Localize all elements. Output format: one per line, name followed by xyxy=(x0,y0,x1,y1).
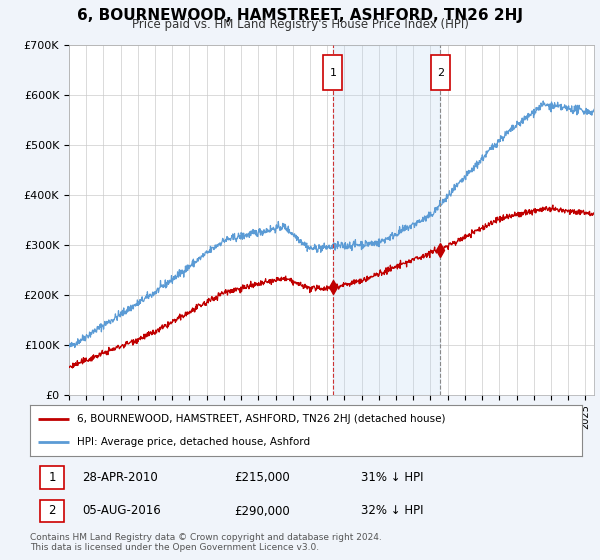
FancyBboxPatch shape xyxy=(40,466,64,488)
FancyBboxPatch shape xyxy=(431,55,450,90)
Text: HPI: Average price, detached house, Ashford: HPI: Average price, detached house, Ashf… xyxy=(77,437,310,447)
Text: 32% ↓ HPI: 32% ↓ HPI xyxy=(361,505,424,517)
Text: Contains HM Land Registry data © Crown copyright and database right 2024.: Contains HM Land Registry data © Crown c… xyxy=(30,533,382,542)
Text: 6, BOURNEWOOD, HAMSTREET, ASHFORD, TN26 2HJ (detached house): 6, BOURNEWOOD, HAMSTREET, ASHFORD, TN26 … xyxy=(77,414,445,424)
Text: 6, BOURNEWOOD, HAMSTREET, ASHFORD, TN26 2HJ: 6, BOURNEWOOD, HAMSTREET, ASHFORD, TN26 … xyxy=(77,8,523,24)
Text: 31% ↓ HPI: 31% ↓ HPI xyxy=(361,471,424,484)
Text: This data is licensed under the Open Government Licence v3.0.: This data is licensed under the Open Gov… xyxy=(30,543,319,552)
Text: Price paid vs. HM Land Registry's House Price Index (HPI): Price paid vs. HM Land Registry's House … xyxy=(131,18,469,31)
Text: 28-APR-2010: 28-APR-2010 xyxy=(82,471,158,484)
Text: 2: 2 xyxy=(437,68,444,78)
Text: 2: 2 xyxy=(49,505,56,517)
Text: 1: 1 xyxy=(329,68,337,78)
Text: £290,000: £290,000 xyxy=(234,505,290,517)
Text: 1: 1 xyxy=(49,471,56,484)
FancyBboxPatch shape xyxy=(323,55,343,90)
Text: 05-AUG-2016: 05-AUG-2016 xyxy=(82,505,161,517)
FancyBboxPatch shape xyxy=(40,500,64,522)
Text: £215,000: £215,000 xyxy=(234,471,290,484)
Bar xyxy=(333,45,440,395)
